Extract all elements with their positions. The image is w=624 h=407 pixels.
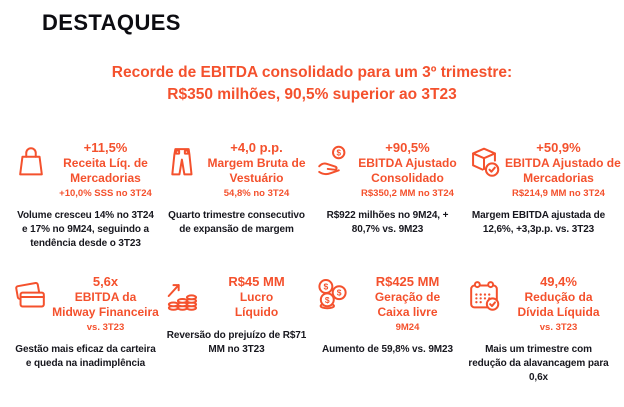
metric-value: +11,5%: [83, 140, 128, 155]
metric-label-line2: Consolidado: [371, 171, 444, 185]
box-check-icon: [465, 143, 505, 181]
card-heading: 49,4% Redução da Dívida Líquida vs. 3T23: [505, 274, 612, 334]
metric-label-line1: Lucro: [239, 290, 274, 305]
hand-coin-icon: $: [314, 143, 354, 181]
card-heading: +4,0 p.p. Margem Bruta de Vestuário 54,8…: [203, 140, 310, 200]
metric-value: +50,9%: [536, 140, 581, 155]
metric-subnote: R$214,9 MM no 3T24: [512, 188, 605, 199]
metric-card-divida-liquida: 49,4% Redução da Dívida Líquida vs. 3T23…: [465, 274, 612, 384]
metric-subnote: 9M24: [395, 322, 420, 334]
metric-card-geracao-caixa: $ $ $ R$425 MM Geração de Caixa livre 9M…: [314, 274, 461, 384]
card-heading: R$425 MM Geração de Caixa livre 9M24: [354, 274, 461, 334]
metric-description: Margem EBITDA ajustada de 12,6%, +3,3p.p…: [471, 210, 606, 235]
card-head: 5,6x EBITDA da Midway Financeira vs. 3T2…: [12, 274, 159, 334]
metric-subnote: vs. 3T23: [86, 322, 125, 334]
pants-icon: [163, 143, 203, 181]
metric-card-margem-bruta: +4,0 p.p. Margem Bruta de Vestuário 54,8…: [163, 140, 310, 250]
card-head: $ $ $ R$425 MM Geração de Caixa livre 9M…: [314, 274, 461, 334]
headline: Recorde de EBITDA consolidado para um 3º…: [72, 62, 552, 106]
metric-subnote: +10,0% SSS no 3T24: [59, 188, 152, 199]
metric-label-line1: EBITDA Ajustado: [358, 156, 457, 170]
card-head: $ +90,5% EBITDA Ajustado Consolidado R$3…: [314, 140, 461, 200]
metric-subnote: 54,8% no 3T24: [223, 188, 290, 199]
card-heading: +90,5% EBITDA Ajustado Consolidado R$350…: [354, 140, 461, 200]
metric-subnote: R$350,2 MM no 3T24: [361, 188, 454, 199]
metric-description: Mais um trimestre com redução da alavanc…: [468, 344, 609, 383]
metric-subnote: vs. 3T23: [539, 322, 578, 334]
card-heading: 5,6x EBITDA da Midway Financeira vs. 3T2…: [52, 274, 159, 334]
metric-label-line2: Dívida Líquida: [517, 305, 600, 320]
shopping-bag-icon: [12, 143, 52, 181]
card-head: +50,9% EBITDA Ajustado de Mercadorias R$…: [465, 140, 621, 200]
headline-line1: Recorde de EBITDA consolidado para um 3º…: [111, 64, 513, 81]
svg-text:$: $: [323, 282, 328, 292]
card-heading: +50,9% EBITDA Ajustado de Mercadorias R$…: [505, 140, 621, 200]
metric-value: +4,0 p.p.: [230, 140, 283, 155]
metric-value: 49,4%: [540, 274, 577, 290]
metric-value: R$425 MM: [375, 274, 440, 290]
metric-label-line1: EBITDA da: [74, 290, 137, 305]
metric-value: 5,6x: [92, 274, 119, 290]
page-title: DESTAQUES: [42, 10, 181, 35]
metric-label-line2: Mercadorias: [70, 171, 141, 185]
metric-label-line2: Vestuário: [229, 171, 284, 185]
metric-card-lucro-liquido: R$45 MM Lucro Líquido Reversão do prejuí…: [163, 274, 310, 384]
metric-label-line1: Geração de: [374, 290, 441, 305]
coins-stack-icon: $ $ $: [314, 277, 354, 315]
card-head: 49,4% Redução da Dívida Líquida vs. 3T23: [465, 274, 612, 334]
metric-value: +90,5%: [385, 140, 430, 155]
metric-label-line2: Líquido: [234, 305, 279, 320]
metric-label-line1: Margem Bruta de: [207, 156, 306, 170]
metric-label-line2: Midway Financeira: [52, 305, 159, 320]
headline-line2: R$350 milhões, 90,5% superior ao 3T23: [167, 86, 457, 103]
metric-description: Reversão do prejuízo de R$71 MM no 3T23: [166, 330, 307, 356]
metric-card-midway: 5,6x EBITDA da Midway Financeira vs. 3T2…: [12, 274, 159, 384]
metric-label-line1: Receita Líq. de: [63, 156, 148, 170]
metric-label-line2: Mercadorias: [523, 171, 594, 185]
metric-label-line1: Redução da: [524, 290, 593, 305]
card-heading: R$45 MM Lucro Líquido: [203, 274, 310, 320]
metric-description: Quarto trimestre consecutivo de expansão…: [168, 210, 305, 235]
metric-label-line2: Caixa livre: [377, 305, 438, 320]
metric-description: Gestão mais eficaz da carteira e queda n…: [15, 344, 156, 370]
calendar-check-icon: [465, 277, 505, 315]
metric-description: Volume cresceu 14% no 3T24 e 17% no 9M24…: [17, 210, 154, 249]
metric-value: R$45 MM: [228, 274, 285, 290]
card-head: +4,0 p.p. Margem Bruta de Vestuário 54,8…: [163, 140, 310, 200]
coins-growth-icon: [163, 277, 203, 315]
metric-card-ebitda-consolidado: $ +90,5% EBITDA Ajustado Consolidado R$3…: [314, 140, 461, 250]
credit-cards-icon: [12, 277, 52, 315]
metric-description: Aumento de 59,8% vs. 9M23: [322, 344, 453, 356]
metric-description: R$922 milhões no 9M24, + 80,7% vs. 9M23: [326, 210, 449, 235]
metric-label-line1: EBITDA Ajustado de: [505, 156, 621, 170]
svg-text:$: $: [336, 148, 341, 157]
svg-text:$: $: [325, 295, 330, 305]
metric-card-receita-liquida: +11,5% Receita Líq. de Mercadorias +10,0…: [12, 140, 159, 250]
svg-text:$: $: [337, 288, 342, 298]
metrics-grid: +11,5% Receita Líq. de Mercadorias +10,0…: [12, 140, 621, 385]
card-heading: +11,5% Receita Líq. de Mercadorias +10,0…: [52, 140, 159, 200]
card-head: +11,5% Receita Líq. de Mercadorias +10,0…: [12, 140, 159, 200]
card-head: R$45 MM Lucro Líquido: [163, 274, 310, 320]
metric-card-ebitda-mercadorias: +50,9% EBITDA Ajustado de Mercadorias R$…: [465, 140, 621, 250]
